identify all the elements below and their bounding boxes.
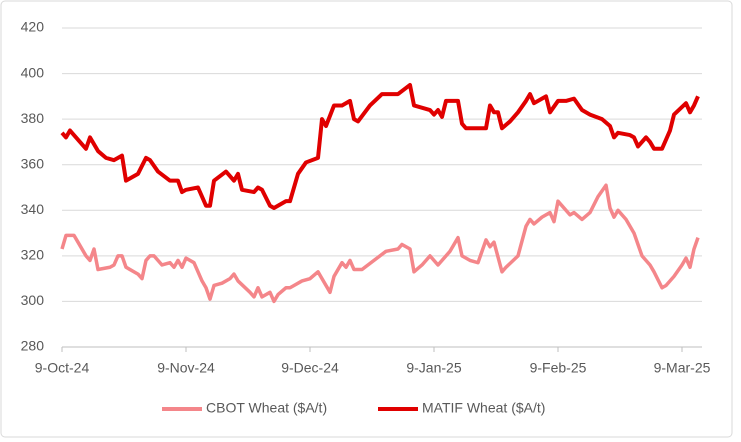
x-tick-label: 9-Dec-24 (281, 360, 339, 376)
x-tick-label: 9-Nov-24 (157, 360, 215, 376)
x-tick-label: 9-Mar-25 (654, 360, 711, 376)
y-tick-label: 420 (21, 19, 45, 35)
y-tick-label: 400 (21, 64, 45, 80)
legend-label: MATIF Wheat ($A/t) (422, 400, 545, 416)
y-tick-label: 340 (21, 201, 45, 217)
y-tick-label: 380 (21, 110, 45, 126)
legend-label: CBOT Wheat ($A/t) (206, 400, 327, 416)
y-tick-label: 360 (21, 155, 45, 171)
x-tick-label: 9-Jan-25 (406, 360, 461, 376)
y-tick-label: 300 (21, 292, 45, 308)
y-tick-label: 320 (21, 247, 45, 263)
x-tick-label: 9-Oct-24 (35, 360, 90, 376)
y-tick-label: 280 (21, 338, 45, 354)
line-series (60, 82, 700, 211)
line-series (60, 183, 700, 304)
x-tick-label: 9-Feb-25 (530, 360, 587, 376)
